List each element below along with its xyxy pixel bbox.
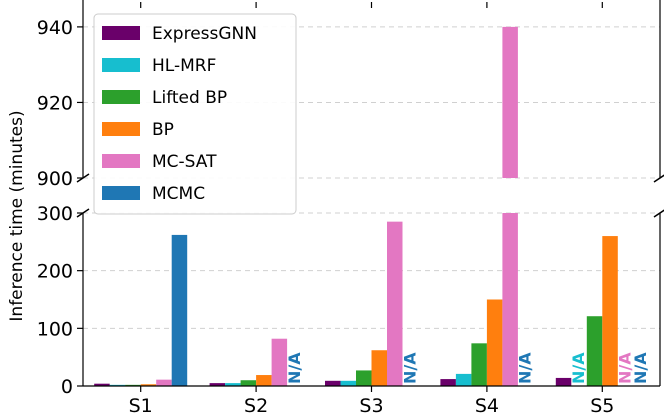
y-tick-label: 200 [37,261,73,283]
legend-label-mc-sat: MC-SAT [152,152,217,172]
bar-lifted-bp-s2 [240,380,257,386]
legend-swatch-bp [102,122,140,136]
bar-mcmc-s1 [171,234,188,386]
bar-lifted-bp-s3 [356,370,372,386]
y-tick-label: 900 [37,168,73,190]
y-axis-title: Inference time (minutes) [7,110,27,321]
legend-box [93,13,297,215]
bar-lifted-bp-s4 [471,343,487,386]
y-tick-label: 940 [37,17,73,39]
legend-swatch-hl-mrf [102,58,140,72]
bar-mc-sat-s4-upper [502,26,518,179]
na-label-hl-mrf-s5: N/A [569,352,588,384]
na-label-mc-sat-s5: N/A [616,352,635,384]
y-tick-label: 0 [61,376,73,398]
bar-bp-s5 [602,236,618,386]
bar-hl-mrf-s4 [455,373,472,386]
bar-lifted-bp-s5 [586,316,603,386]
bar-bp-s4 [486,299,503,386]
legend-label-lifted-bp: Lifted BP [152,88,227,108]
bar-bp-s2 [256,375,272,386]
bar-expressgnn-s1 [94,383,110,386]
y-tick-label: 100 [37,318,73,340]
x-tick-label-s3: S3 [359,395,383,417]
na-label-mcmc-s2: N/A [285,352,304,384]
na-label-mcmc-s5: N/A [631,352,650,384]
x-tick-label-s4: S4 [475,395,499,417]
y-tick-label: 920 [37,92,73,114]
na-label-mcmc-s3: N/A [400,352,419,384]
bar-expressgnn-s5 [555,377,572,386]
legend-label-expressgnn: ExpressGNN [152,24,257,44]
bar-mc-sat-s4-lower [502,213,518,386]
legend-label-hl-mrf: HL-MRF [152,56,216,76]
bar-hl-mrf-s3 [340,380,356,386]
na-label-mcmc-s4: N/A [516,352,535,384]
bar-mc-sat-s1 [156,379,172,386]
legend-label-bp: BP [152,120,174,140]
bar-expressgnn-s4 [440,379,456,386]
legend-swatch-expressgnn [102,26,140,40]
legend-swatch-mc-sat [102,154,140,168]
legend-swatch-mcmc [102,186,140,200]
x-tick-label-s1: S1 [129,395,153,417]
bar-expressgnn-s2 [209,383,226,386]
bar-bp-s1 [140,384,157,386]
bar-mc-sat-s2 [271,338,288,386]
axis-break-mark [653,209,664,218]
legend-swatch-lifted-bp [102,90,140,104]
axis-break-mark [76,173,90,183]
x-tick-label-s2: S2 [244,395,268,417]
bar-expressgnn-s3 [325,380,341,386]
x-tick-label-s5: S5 [590,395,614,417]
axis-break-mark [653,174,664,183]
bar-mc-sat-s3 [387,221,403,386]
bar-hl-mrf-s2 [225,383,241,386]
bar-bp-s3 [371,350,387,386]
y-tick-label: 300 [37,203,73,225]
legend-label-mcmc: MCMC [152,184,205,204]
axis-break-mark [76,208,90,218]
